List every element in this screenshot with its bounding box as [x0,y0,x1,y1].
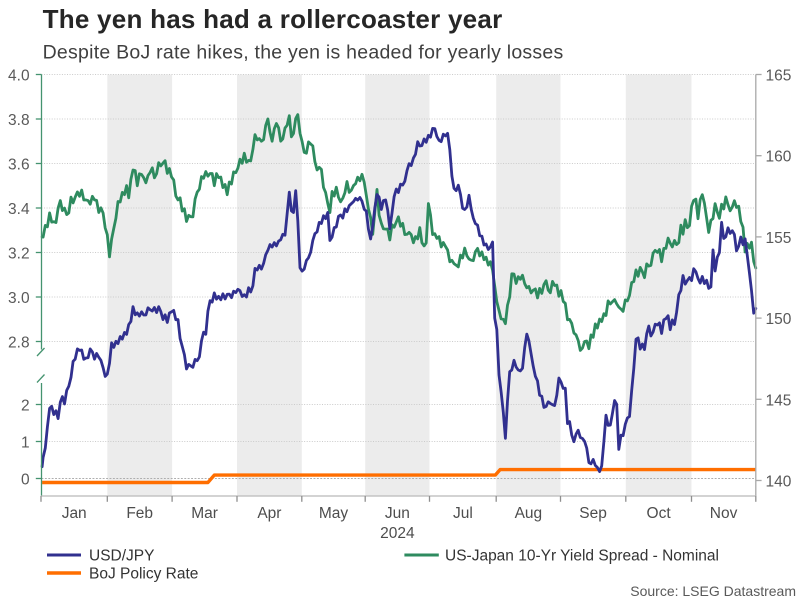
svg-text:0: 0 [21,472,30,489]
svg-text:Mar: Mar [191,505,218,522]
svg-text:Jul: Jul [453,505,473,522]
svg-text:BoJ Policy Rate: BoJ Policy Rate [89,566,198,583]
svg-text:165: 165 [766,68,792,85]
svg-text:3.2: 3.2 [8,246,30,263]
svg-text:3.8: 3.8 [8,112,30,129]
svg-text:3.6: 3.6 [8,157,30,174]
svg-text:3.0: 3.0 [8,290,30,307]
svg-text:140: 140 [766,474,792,491]
svg-text:1: 1 [21,435,30,452]
svg-text:Nov: Nov [710,505,738,522]
svg-text:USD/JPY: USD/JPY [89,548,154,565]
svg-text:The yen has had a rollercoaste: The yen has had a rollercoaster year [43,4,503,34]
svg-text:160: 160 [766,149,792,166]
svg-text:Aug: Aug [515,505,543,522]
svg-text:Oct: Oct [647,505,672,522]
svg-text:May: May [319,505,349,522]
svg-text:Sep: Sep [579,505,607,522]
svg-text:US-Japan 10-Yr Yield Spread -: US-Japan 10-Yr Yield Spread - Nominal [445,548,719,565]
svg-text:Jan: Jan [62,505,87,522]
svg-text:4.0: 4.0 [8,68,30,85]
svg-text:145: 145 [766,392,792,409]
svg-text:Jun: Jun [385,505,410,522]
svg-text:155: 155 [766,230,792,247]
svg-text:Source: LSEG Datastream: Source: LSEG Datastream [630,583,796,599]
svg-text:150: 150 [766,311,792,328]
svg-text:Feb: Feb [126,505,153,522]
svg-text:2: 2 [21,398,30,415]
svg-text:2024: 2024 [380,525,415,542]
svg-text:3.4: 3.4 [8,201,30,218]
svg-text:Despite BoJ rate hikes, the ye: Despite BoJ rate hikes, the yen is heade… [43,42,564,64]
svg-text:Apr: Apr [257,505,281,522]
svg-text:2.8: 2.8 [8,335,30,352]
